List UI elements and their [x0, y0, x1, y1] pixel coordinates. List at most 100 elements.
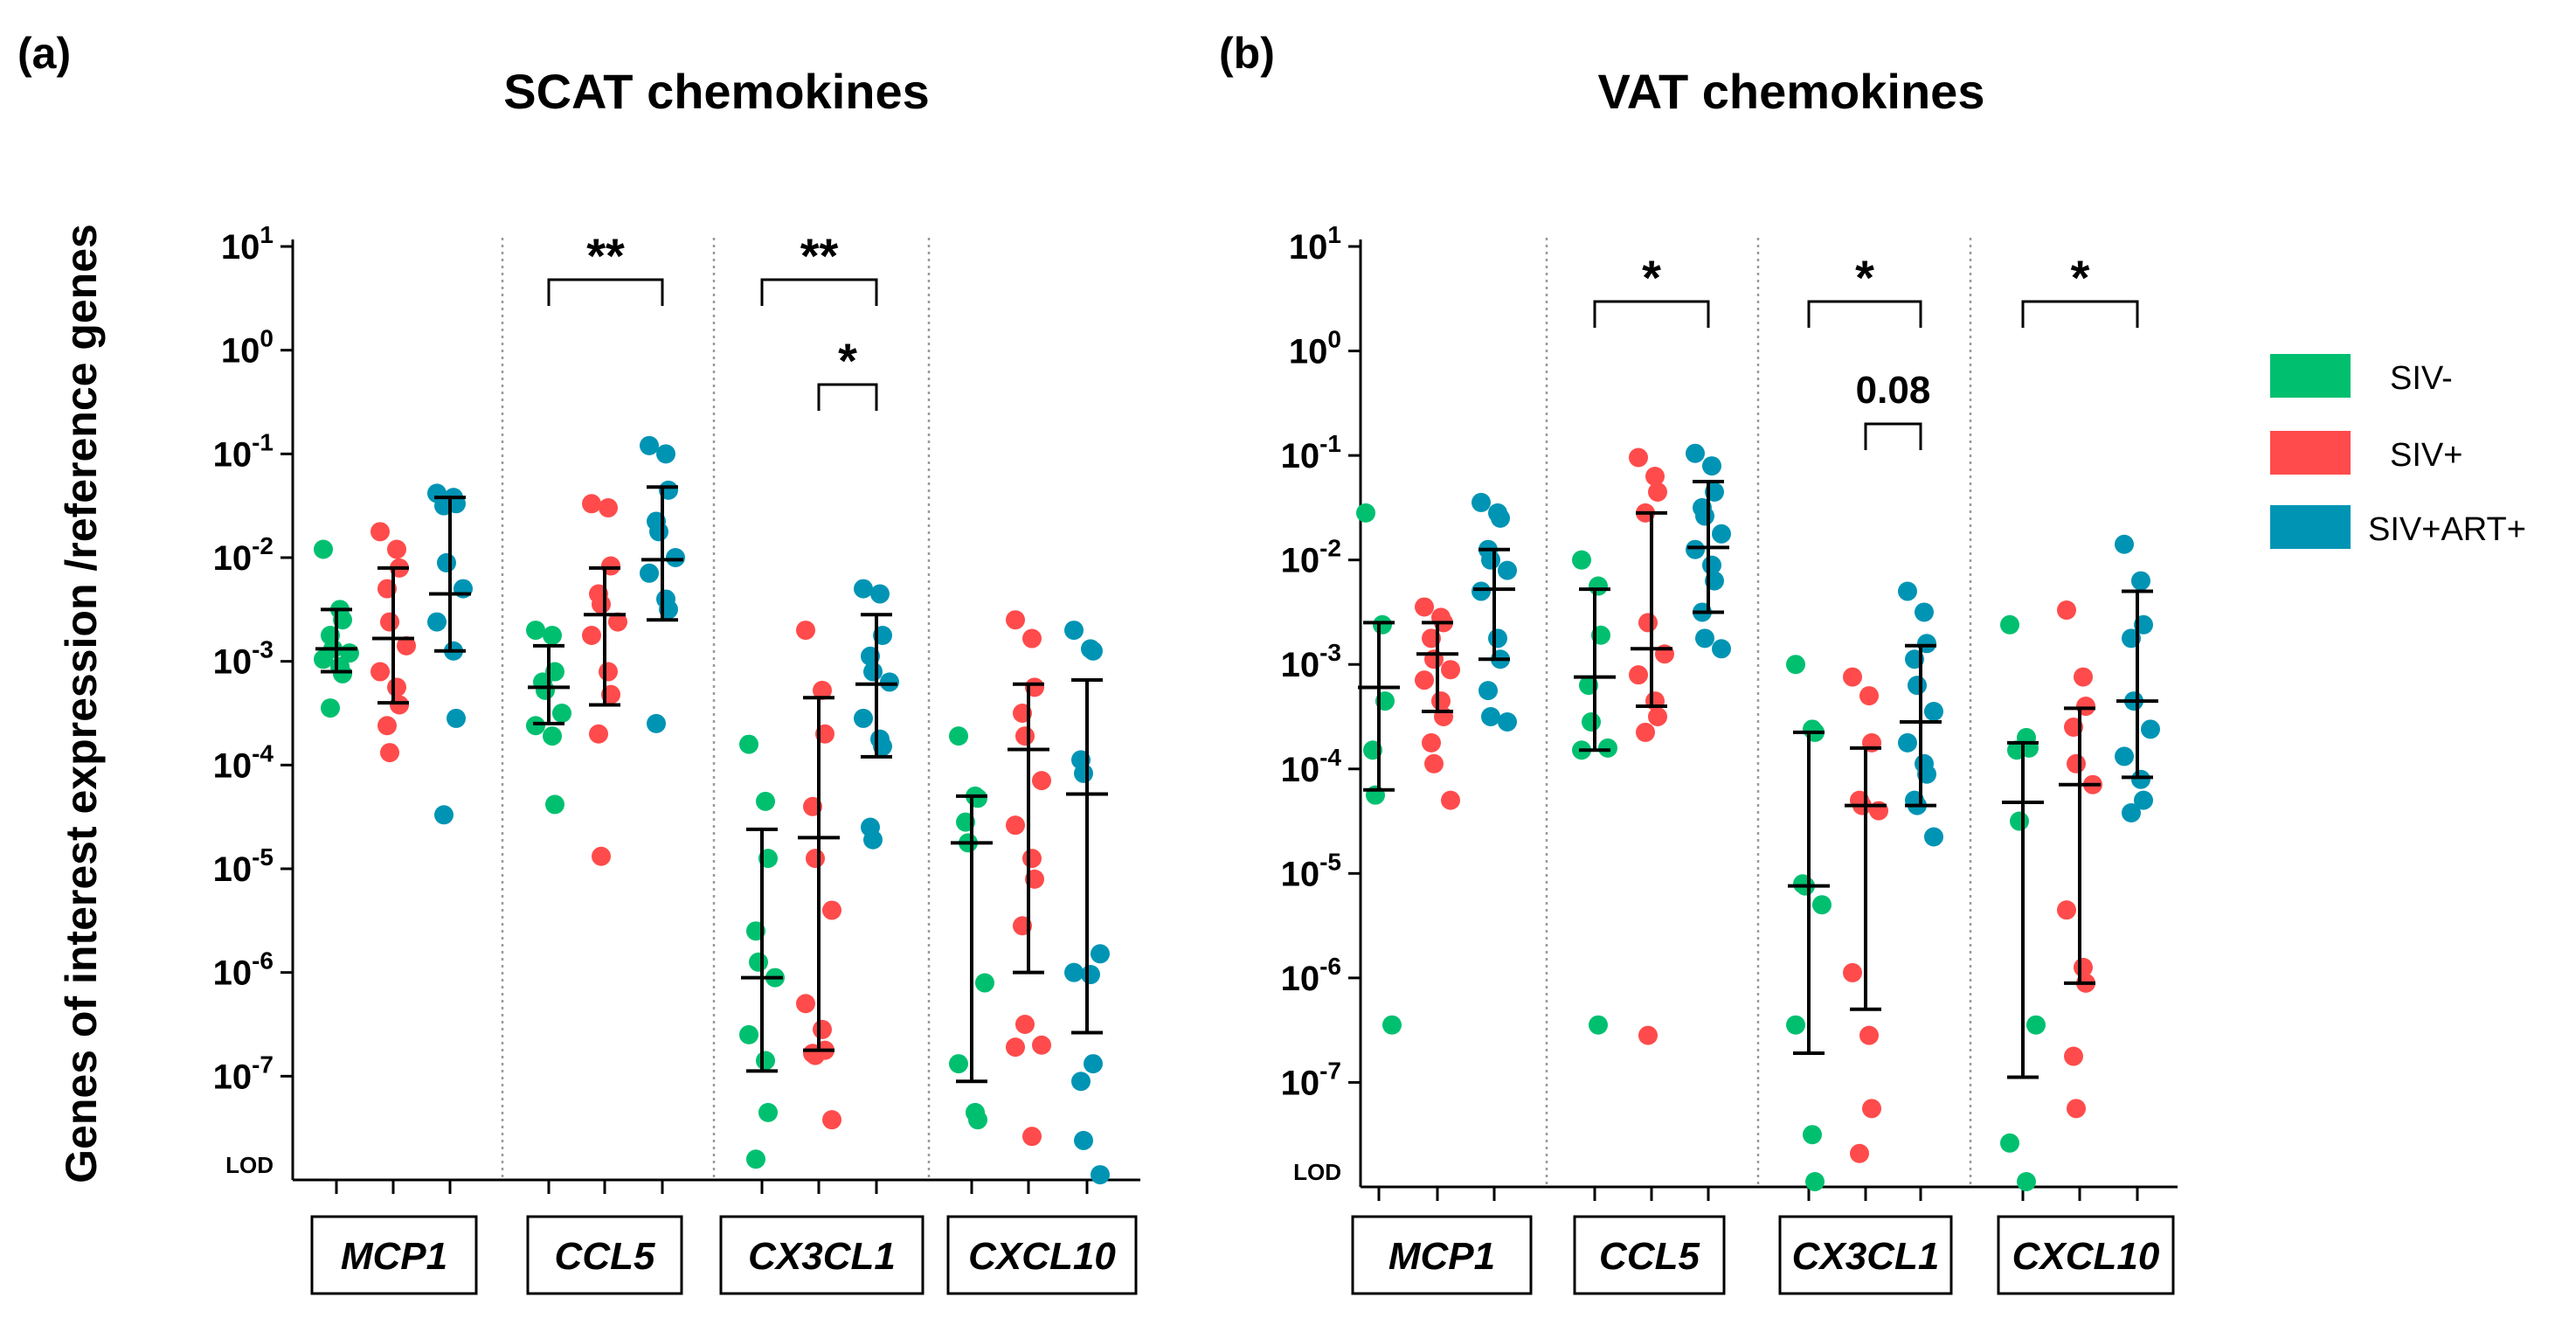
point-a-1-siv-pos-4 [592, 594, 611, 614]
panel-b: (b) VAT chemokines 101 100 10-1 10-2 10-3 10-… [1219, 29, 2178, 1295]
point-a-0-siv-pos-10 [380, 743, 399, 763]
point-a-3-siv-art-5 [1091, 944, 1110, 964]
point-a-3-siv-pos-11 [1032, 1035, 1051, 1055]
legend-label-siv-art: SIV+ART+ [2368, 511, 2526, 548]
point-b-2-siv-art-5 [1924, 702, 1943, 722]
point-b-0-siv-art-9 [1478, 681, 1498, 701]
point-a-2-siv-pos-4 [806, 849, 825, 869]
plot-area-a: 101 100 10-1 10-2 10-3 10-4 10-5 10-6 10-7 LOD MCP… [213, 221, 1140, 1295]
point-b-3-siv-art-6 [2115, 746, 2134, 767]
point-a-0-siv-art-9 [434, 805, 454, 825]
point-b-1-siv-art-4 [1695, 506, 1714, 526]
point-b-3-siv-pos-10 [2067, 1099, 2086, 1119]
gene-label-a-0: MCP1 [341, 1235, 447, 1278]
point-b-0-siv-pos-6 [1415, 670, 1434, 690]
gene-label-a-1: CCL5 [555, 1235, 655, 1278]
y-tick-label-b-7: 10-6 [1281, 953, 1341, 998]
point-a-2-siv-art-5 [880, 672, 899, 692]
point-b-3-siv-neg-6 [2000, 1133, 2019, 1153]
point-b-1-siv-art-0 [1686, 443, 1705, 463]
point-a-2-siv-art-6 [854, 708, 873, 728]
point-b-3-siv-art-8 [2134, 790, 2153, 810]
point-b-1-siv-art-1 [1702, 456, 1721, 476]
point-a-3-siv-neg-8 [968, 1110, 987, 1130]
y-tick-label-a-5: 10-4 [213, 739, 274, 785]
sig-label-a-2: * [838, 333, 857, 388]
point-b-1-siv-pos-0 [1629, 447, 1648, 468]
point-b-3-siv-art-0 [2115, 534, 2134, 554]
gene-label-b-0: MCP1 [1388, 1235, 1495, 1278]
point-a-2-siv-pos-6 [796, 994, 815, 1014]
chart-title-b: VAT chemokines [1598, 64, 1985, 119]
point-b-0-siv-pos-9 [1422, 732, 1441, 753]
point-a-2-siv-art-1 [870, 584, 890, 604]
point-a-1-siv-neg-4 [536, 680, 555, 700]
point-a-0-siv-pos-5 [397, 635, 416, 656]
point-a-3-siv-neg-5 [975, 973, 994, 993]
point-b-2-siv-pos-7 [1859, 1025, 1879, 1045]
sig-bracket-b-1 [1807, 300, 1922, 328]
point-b-3-siv-pos-9 [2064, 1046, 2083, 1066]
y-tick-label-b-5: 10-4 [1281, 744, 1342, 789]
point-a-1-siv-neg-0 [526, 621, 545, 641]
point-b-2-siv-neg-5 [1812, 895, 1832, 915]
point-a-0-siv-art-8 [447, 708, 466, 728]
gene-label-a-3: CXCL10 [968, 1235, 1116, 1278]
point-a-3-siv-pos-10 [1015, 1015, 1035, 1034]
point-a-1-siv-neg-7 [543, 726, 562, 746]
y-tick-label-b-3: 10-2 [1281, 535, 1341, 580]
point-a-1-siv-art-0 [640, 435, 659, 455]
point-a-2-siv-pos-11 [822, 1110, 841, 1130]
point-a-3-siv-pos-12 [1006, 1037, 1025, 1058]
point-b-1-siv-pos-6 [1629, 665, 1648, 685]
point-a-0-siv-pos-4 [380, 612, 399, 632]
gene-box-a-2 [719, 1215, 924, 1295]
point-a-3-siv-art-10 [1074, 1130, 1093, 1150]
point-b-3-siv-art-5 [2141, 719, 2160, 739]
y-axis-label: Genes of interest expression /reference … [57, 224, 106, 1183]
sig-label-a-1: ** [800, 228, 839, 283]
point-b-1-siv-pos-9 [1636, 722, 1655, 742]
lod-label-a: LOD [225, 1152, 274, 1178]
point-b-0-siv-art-4 [1481, 550, 1500, 570]
y-tick-label-b-6: 10-5 [1281, 848, 1341, 893]
gene-box-a-0 [310, 1215, 478, 1295]
legend-swatch-siv-art [2270, 505, 2351, 549]
point-b-0-siv-art-5 [1498, 560, 1517, 580]
point-b-0-siv-pos-0 [1415, 597, 1434, 617]
point-a-2-siv-neg-9 [746, 1149, 765, 1169]
point-a-1-siv-art-1 [656, 444, 675, 464]
point-b-2-siv-neg-0 [1786, 655, 1805, 675]
point-b-1-siv-pos-1 [1645, 467, 1665, 487]
gene-label-b-1: CCL5 [1599, 1235, 1700, 1278]
point-a-2-siv-art-0 [854, 579, 873, 599]
point-a-2-siv-neg-6 [739, 1024, 758, 1044]
point-b-0-siv-art-7 [1488, 628, 1507, 649]
point-a-1-siv-art-4 [649, 522, 668, 542]
gene-label-b-2: CX3CL1 [1792, 1235, 1940, 1278]
point-a-0-siv-art-4 [437, 552, 456, 572]
point-b-2-siv-neg-7 [1803, 1125, 1822, 1145]
point-a-1-siv-pos-7 [599, 662, 618, 682]
sig-bracket-b-3 [2021, 300, 2139, 328]
point-b-0-siv-pos-11 [1441, 790, 1460, 810]
y-tick-label-a-4: 10-3 [213, 636, 274, 682]
point-b-1-siv-neg-7 [1589, 1015, 1608, 1035]
point-a-3-siv-pos-13 [1022, 1127, 1042, 1147]
point-a-2-siv-neg-8 [758, 1102, 778, 1122]
point-a-3-siv-art-0 [1064, 621, 1084, 641]
point-b-2-siv-pos-8 [1862, 1099, 1881, 1119]
gene-box-b-3 [1997, 1215, 2175, 1295]
point-b-3-siv-neg-7 [2017, 1172, 2036, 1192]
point-a-1-siv-pos-9 [589, 724, 608, 744]
gene-box-b-1 [1573, 1215, 1726, 1295]
sig-bracket-a-1 [760, 278, 878, 306]
point-b-3-siv-pos-1 [2074, 667, 2093, 687]
y-tick-label-b-1: 100 [1289, 326, 1341, 371]
panel-label-a: (a) [17, 29, 71, 78]
point-a-2-siv-pos-7 [813, 1019, 832, 1039]
point-b-1-siv-neg-1 [1589, 576, 1608, 596]
y-tick-label-a-7: 10-6 [213, 947, 274, 993]
sig-label-b-2: 0.08 [1856, 369, 1931, 412]
